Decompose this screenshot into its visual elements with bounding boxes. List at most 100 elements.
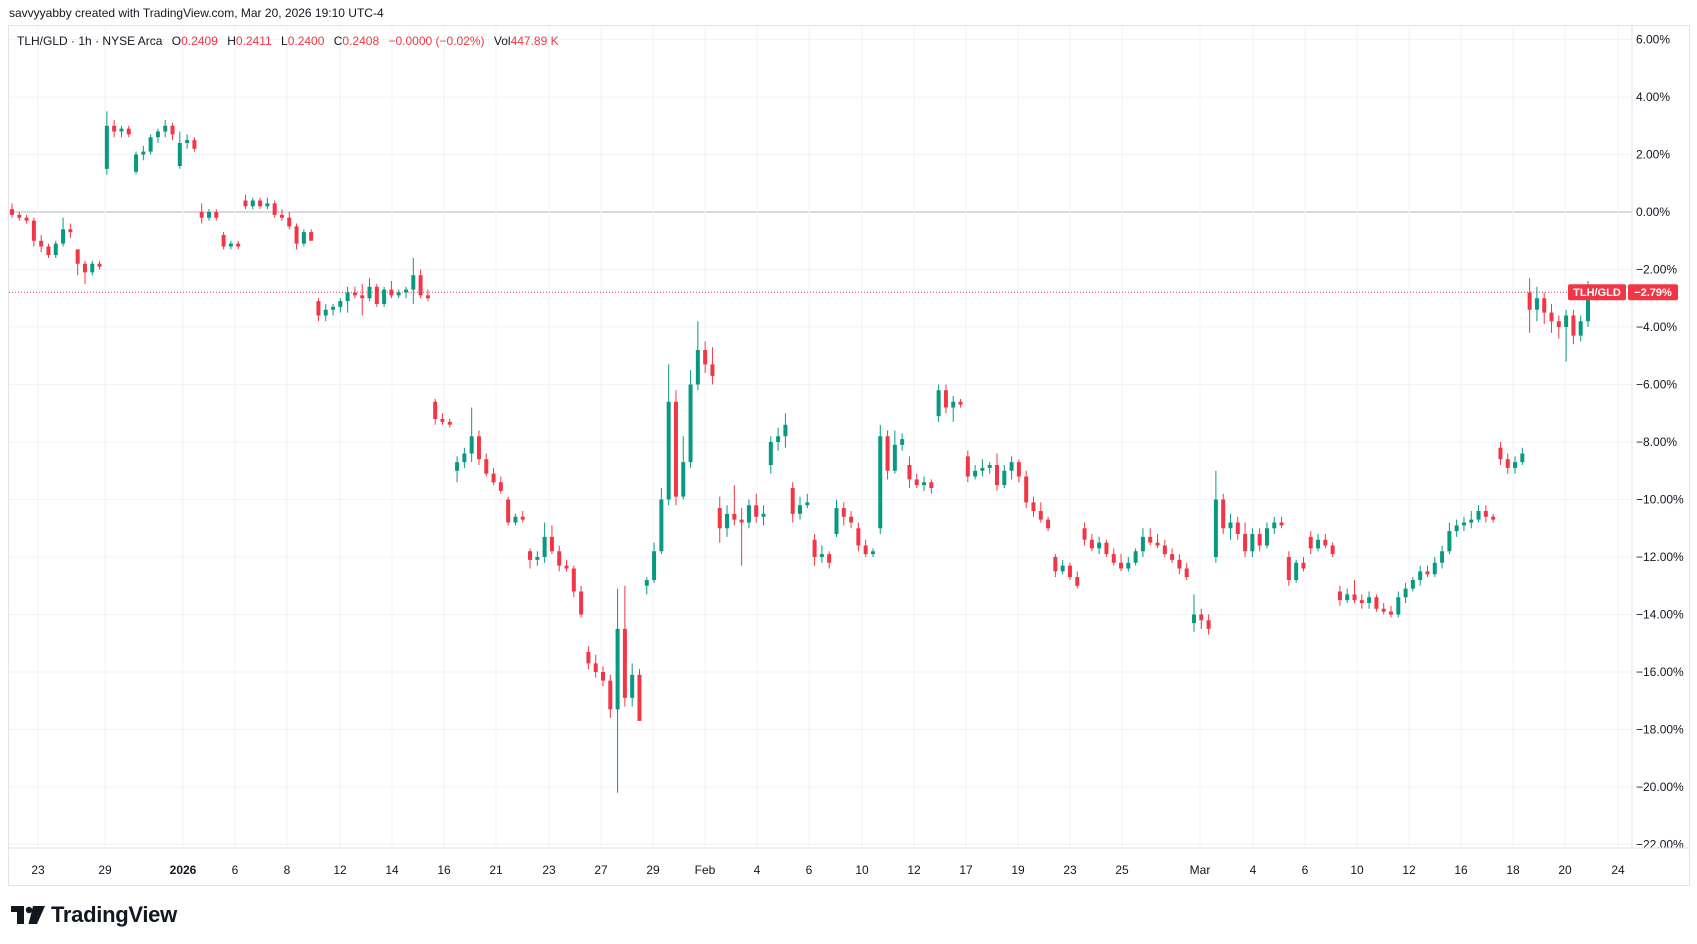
candle-body [528,551,533,560]
candle [783,413,788,448]
candle [652,542,657,583]
candle [936,384,941,422]
legend-interval[interactable]: 1h [78,34,92,48]
candle-body [790,488,795,514]
candle-body [61,229,66,244]
candle-body [885,436,890,471]
candle [703,341,708,373]
candle-body [1097,542,1102,549]
candle [579,585,584,618]
candle [1221,493,1226,534]
candle [1038,502,1043,523]
candle-body [272,203,277,215]
candle [279,209,284,221]
candle-body [768,442,773,465]
candle [1564,309,1569,362]
price-tag-symbol-bg [1568,284,1626,301]
candle [294,223,299,250]
candle-body [1374,597,1379,609]
last-price-tag: TLH/GLD −2.79% [1568,284,1678,301]
candle-body [1016,462,1021,477]
candle [513,513,518,526]
candle-body [805,502,810,506]
y-tick-label: −12.00% [1636,550,1684,564]
candle-body [1549,312,1554,322]
candle-body [1571,315,1576,336]
candle-body [1140,536,1145,552]
candle [1184,562,1189,580]
candle [827,551,832,569]
candle-body [1316,539,1321,549]
candle-body [630,674,635,698]
grid-lines [9,26,1632,848]
candle [506,496,511,526]
candle [1308,531,1313,555]
candle [1024,470,1029,509]
candle [1367,591,1372,609]
x-tick-label: 12 [333,863,347,877]
candle-body [841,508,846,517]
candle [382,286,387,307]
candle [141,145,146,161]
candle [418,269,423,299]
candle-body [1228,522,1233,529]
candle-body [411,275,416,290]
tradingview-brand-text: TradingView [51,902,177,927]
candle [1264,522,1269,549]
candle-body [1396,597,1401,615]
candle-body [433,401,438,419]
candle-body [185,140,190,143]
candle-body [703,350,708,365]
candle [61,217,66,247]
candle-body [1294,562,1299,580]
candle-body [447,421,452,425]
candle-body [965,456,970,477]
candle-body [425,295,430,299]
candle-body [936,390,941,417]
candle [39,235,44,253]
candle [1578,315,1583,342]
candle-body [907,465,912,480]
candle-body [367,286,372,299]
candle-body [1060,565,1065,572]
candle-body [192,140,197,149]
candle [1148,528,1153,546]
tradingview-logo[interactable]: TradingView [11,902,177,928]
candle-body [973,470,978,477]
tradingview-logo-icon [11,906,45,924]
candle [885,430,890,480]
candle [1170,548,1175,563]
candle-body [126,128,131,135]
candle-body [798,505,802,514]
legend-low-value: 0.2400 [287,34,325,48]
candle-body [922,482,927,486]
candle [1513,456,1518,474]
candle-body [1323,539,1328,546]
candle-body [148,137,153,152]
candle-body [1104,542,1109,555]
x-axis: 23 29 2026 6 8 12 14 16 21 23 27 29 Feb 4 6 10 12 17 19 23 2… [9,847,1689,877]
candle-body [1367,597,1372,603]
candle [367,278,372,302]
candle-body [1075,577,1080,586]
candle-body [819,554,824,557]
candle-body [1177,559,1182,569]
candle-body [294,226,299,244]
legend-symbol[interactable]: TLH/GLD [17,34,68,48]
candle-body [739,519,744,523]
candle-body [535,557,540,560]
candle-body [856,528,861,546]
candle [1192,594,1196,632]
candle [805,493,810,509]
candle-body [1410,580,1415,589]
candle-body [323,309,328,316]
candle [82,260,87,284]
candle-body [1067,565,1072,578]
x-tick-label: 23 [31,863,45,877]
candle [265,197,270,210]
candle-body [1564,315,1569,327]
candle-body [1038,511,1043,520]
candle [878,424,883,534]
candle-body [506,499,511,523]
